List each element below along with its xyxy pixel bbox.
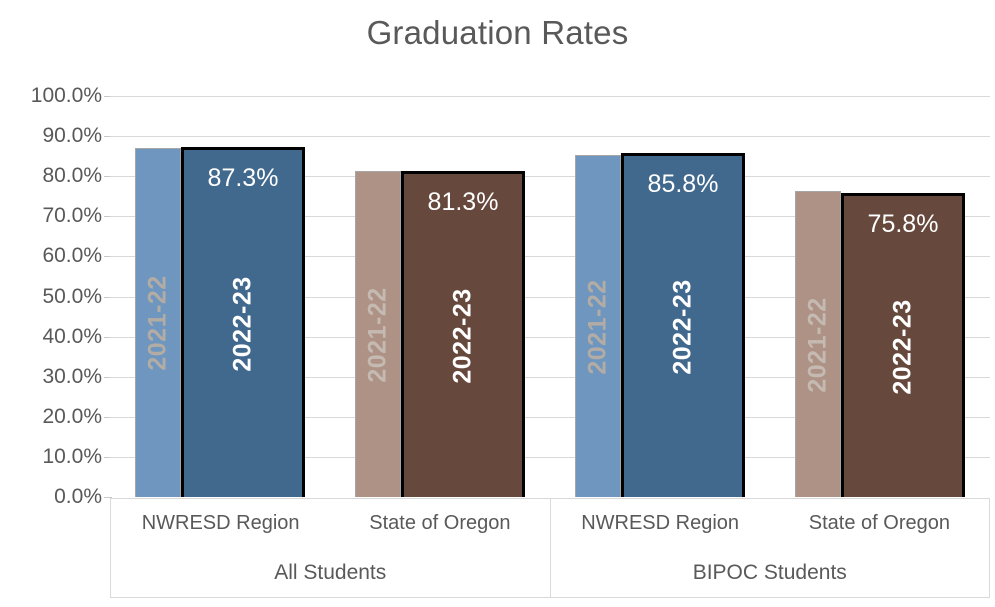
y-axis-tick-label: 40.0% [42, 324, 102, 348]
gridline [110, 417, 990, 418]
x-axis-category-label: State of Oregon [369, 512, 511, 535]
gridline [110, 377, 990, 378]
gridline [110, 337, 990, 338]
bar-2022-23[interactable]: 2022-23 81.3% [401, 171, 525, 497]
bar-series-label: 2022-23 [888, 298, 917, 395]
x-axis-group-label: All Students [274, 560, 387, 584]
x-axis-category-label: NWRESD Region [581, 512, 740, 535]
gridline [110, 176, 990, 177]
gridline [110, 457, 990, 458]
bar-2022-23[interactable]: 2022-23 75.8% [841, 193, 965, 497]
y-axis-tick-label: 30.0% [42, 364, 102, 388]
bar-2021-22[interactable]: 2021-22 [135, 148, 181, 497]
chart-title: Graduation Rates [366, 14, 629, 51]
y-axis-tick-label: 90.0% [42, 124, 102, 148]
y-axis-tick-mark [104, 136, 112, 137]
y-axis-tick-mark [104, 96, 112, 97]
bar-value-label: 75.8% [867, 210, 939, 238]
y-axis-tick-mark [104, 297, 112, 298]
y-axis-tick-mark [104, 337, 112, 338]
gridline [110, 256, 990, 257]
y-axis-tick-mark [104, 256, 112, 257]
bar-2021-22[interactable]: 2021-22 [575, 155, 621, 497]
y-axis-tick-mark [104, 497, 112, 498]
x-axis-group-1: NWRESD Region State of Oregon All Students [111, 499, 550, 597]
bar-2021-22[interactable]: 2021-22 [355, 171, 401, 497]
plot-area: 2021-22 2022-23 87.3% 2021-22 2022-23 81.3% 20… [110, 96, 990, 497]
bar-series-label: 2022-23 [448, 287, 477, 384]
bar-value-label: 81.3% [427, 188, 499, 216]
y-axis-tick-label: 20.0% [42, 404, 102, 428]
bar-series-label: 2021-22 [363, 286, 392, 383]
bar-series-label: 2022-23 [228, 275, 257, 372]
y-axis-tick-label: 80.0% [42, 164, 102, 188]
y-axis-tick-label: 100.0% [30, 84, 102, 107]
y-axis-tick-mark [104, 377, 112, 378]
y-axis-tick-label: 0.0% [54, 485, 102, 508]
x-axis-category-label: NWRESD Region [141, 512, 300, 535]
bar-2022-23[interactable]: 2022-23 87.3% [181, 147, 305, 497]
y-axis-tick-label: 50.0% [42, 284, 102, 308]
bar-2021-22[interactable]: 2021-22 [795, 191, 841, 497]
y-axis-tick-label: 60.0% [42, 244, 102, 268]
gridline [110, 216, 990, 217]
bar-2022-23[interactable]: 2022-23 85.8% [621, 153, 745, 497]
bar-series-label: 2021-22 [143, 275, 172, 371]
bar-series-label: 2021-22 [803, 296, 832, 393]
x-axis-category-label: State of Oregon [808, 512, 950, 535]
y-axis-tick-mark [104, 176, 112, 177]
y-axis-tick-label: 10.0% [42, 444, 102, 468]
x-axis-group-label: BIPOC Students [692, 560, 847, 584]
y-axis-tick-mark [104, 417, 112, 418]
y-axis-tick-mark [104, 216, 112, 217]
x-axis-group-2: NWRESD Region State of Oregon BIPOC Studen… [549, 499, 990, 597]
y-axis-tick-mark [104, 457, 112, 458]
x-axis-inner-row: NWRESD Region State of Oregon [551, 499, 990, 549]
y-axis-tick-label: 70.0% [42, 204, 102, 228]
x-axis: NWRESD Region State of Oregon All Students… [110, 498, 990, 598]
x-axis-inner-row: NWRESD Region State of Oregon [111, 499, 550, 549]
gridline [110, 297, 990, 298]
bar-series-label: 2022-23 [668, 278, 697, 375]
gridline [110, 136, 990, 137]
bar-value-label: 87.3% [207, 164, 279, 192]
bar-value-label: 85.8% [647, 170, 719, 198]
bar-series-label: 2021-22 [583, 278, 612, 375]
gridline [110, 96, 990, 97]
y-axis: 100.0% 90.0% 80.0% 70.0% 60.0% 50.0% 40.0% 30.0… [0, 0, 112, 607]
